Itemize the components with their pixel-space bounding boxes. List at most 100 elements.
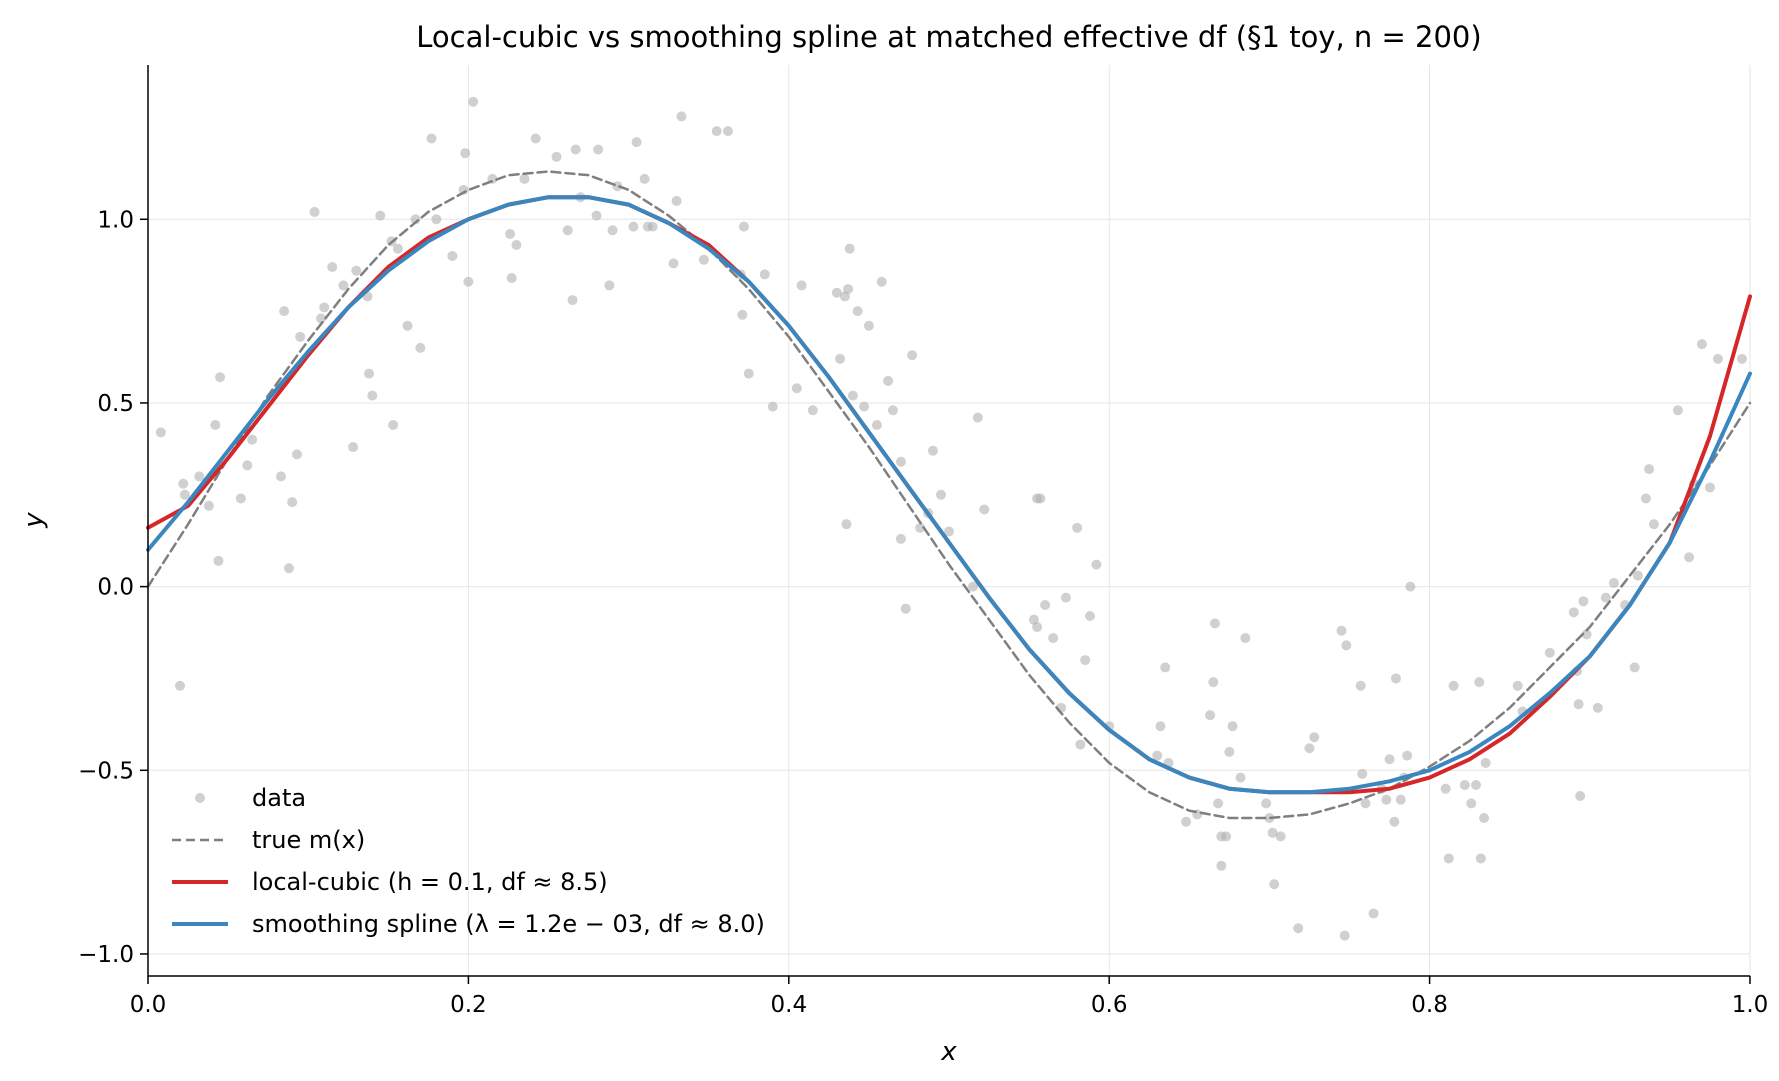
data-point	[1293, 923, 1304, 934]
data-point	[631, 137, 642, 148]
data-point	[767, 401, 778, 412]
data-point	[1578, 596, 1589, 607]
data-point	[1339, 930, 1350, 941]
data-point	[426, 133, 437, 144]
data-point	[841, 519, 852, 530]
data-point	[287, 497, 298, 508]
data-point	[847, 390, 858, 401]
data-point	[570, 144, 581, 155]
chart-title: Local-cubic vs smoothing spline at match…	[416, 20, 1481, 54]
data-point	[859, 401, 870, 412]
data-point	[155, 427, 166, 438]
data-point	[1696, 339, 1707, 350]
legend-label: data	[252, 784, 306, 812]
data-point	[887, 405, 898, 416]
y-tick-label: 0.5	[97, 391, 134, 417]
data-point	[876, 276, 887, 287]
data-point	[511, 239, 522, 250]
legend: data true m(x) local-cubic (h = 0.1, df ≈ …	[172, 784, 765, 938]
data-point	[1341, 640, 1352, 651]
axes-spine	[147, 65, 1750, 977]
data-point	[468, 96, 479, 107]
data-point	[895, 456, 906, 467]
data-point	[1381, 794, 1392, 805]
data-point	[1644, 464, 1655, 475]
data-point	[591, 210, 602, 221]
data-point	[1389, 816, 1400, 827]
data-point	[1060, 592, 1071, 603]
data-point	[402, 320, 413, 331]
data-point	[327, 262, 338, 273]
data-point	[668, 258, 679, 269]
data-point	[944, 526, 954, 537]
data-point	[843, 284, 854, 295]
data-point	[883, 375, 894, 386]
data-point	[551, 151, 562, 162]
data-point	[722, 126, 733, 137]
data-point	[1368, 908, 1379, 919]
data-point	[628, 221, 639, 232]
data-point	[1629, 662, 1640, 673]
data-point	[979, 504, 990, 515]
data-point	[791, 383, 802, 394]
x-tick-label: 0.8	[1411, 992, 1448, 1018]
data-point	[900, 603, 911, 614]
data-point	[871, 419, 882, 430]
data-point	[235, 493, 246, 504]
data-point	[1221, 831, 1232, 842]
data-point	[505, 228, 516, 239]
data-point	[1213, 798, 1224, 809]
data-point	[247, 434, 258, 445]
x-tick-label: 1.0	[1732, 992, 1769, 1018]
data-point	[1443, 853, 1454, 864]
data-point	[213, 555, 224, 566]
data-point	[1160, 662, 1171, 673]
data-point	[316, 313, 327, 324]
data-point	[1459, 779, 1470, 790]
y-tick-label: −0.5	[78, 758, 134, 784]
data-point	[1080, 655, 1091, 666]
data-point	[1227, 721, 1238, 732]
series-line	[146, 170, 1752, 820]
data-point	[447, 251, 458, 262]
ticks: 0.0 0.2 0.4 0.6 0.8 1.0 −1.0 −0.5 0.0 0.5 1.0	[78, 207, 1768, 1018]
data-point	[1632, 570, 1643, 581]
series-line	[146, 195, 1752, 795]
data-point	[567, 295, 578, 306]
data-point	[295, 331, 306, 342]
series-line	[146, 195, 1752, 795]
data-point	[1592, 702, 1603, 713]
data-point	[1544, 647, 1555, 658]
data-point	[1075, 739, 1086, 750]
data-point	[1208, 677, 1219, 688]
data-point	[215, 372, 226, 383]
data-point	[863, 320, 874, 331]
data-point	[1568, 607, 1579, 618]
data-point	[179, 489, 190, 500]
x-tick-label: 0.0	[130, 992, 167, 1018]
data-point	[1205, 710, 1216, 721]
data-point	[1600, 592, 1611, 603]
data-point	[194, 471, 205, 482]
data-point	[367, 390, 378, 401]
data-point	[852, 306, 863, 317]
data-point	[1402, 750, 1413, 761]
data-point	[935, 489, 946, 500]
series-lines	[146, 170, 1752, 820]
data-point	[1474, 677, 1485, 688]
data-point	[1448, 680, 1459, 691]
data-point	[1275, 831, 1286, 842]
data-point	[1479, 813, 1490, 824]
data-point	[1440, 783, 1451, 794]
data-point	[1471, 779, 1482, 790]
data-point	[279, 306, 290, 317]
data-point	[676, 111, 687, 122]
data-point	[1357, 768, 1368, 779]
data-point	[1704, 482, 1715, 493]
y-tick-label: 1.0	[97, 207, 134, 233]
data-point	[1355, 680, 1366, 691]
data-point	[319, 302, 330, 313]
data-point	[1309, 732, 1320, 743]
data-point	[1736, 353, 1747, 364]
